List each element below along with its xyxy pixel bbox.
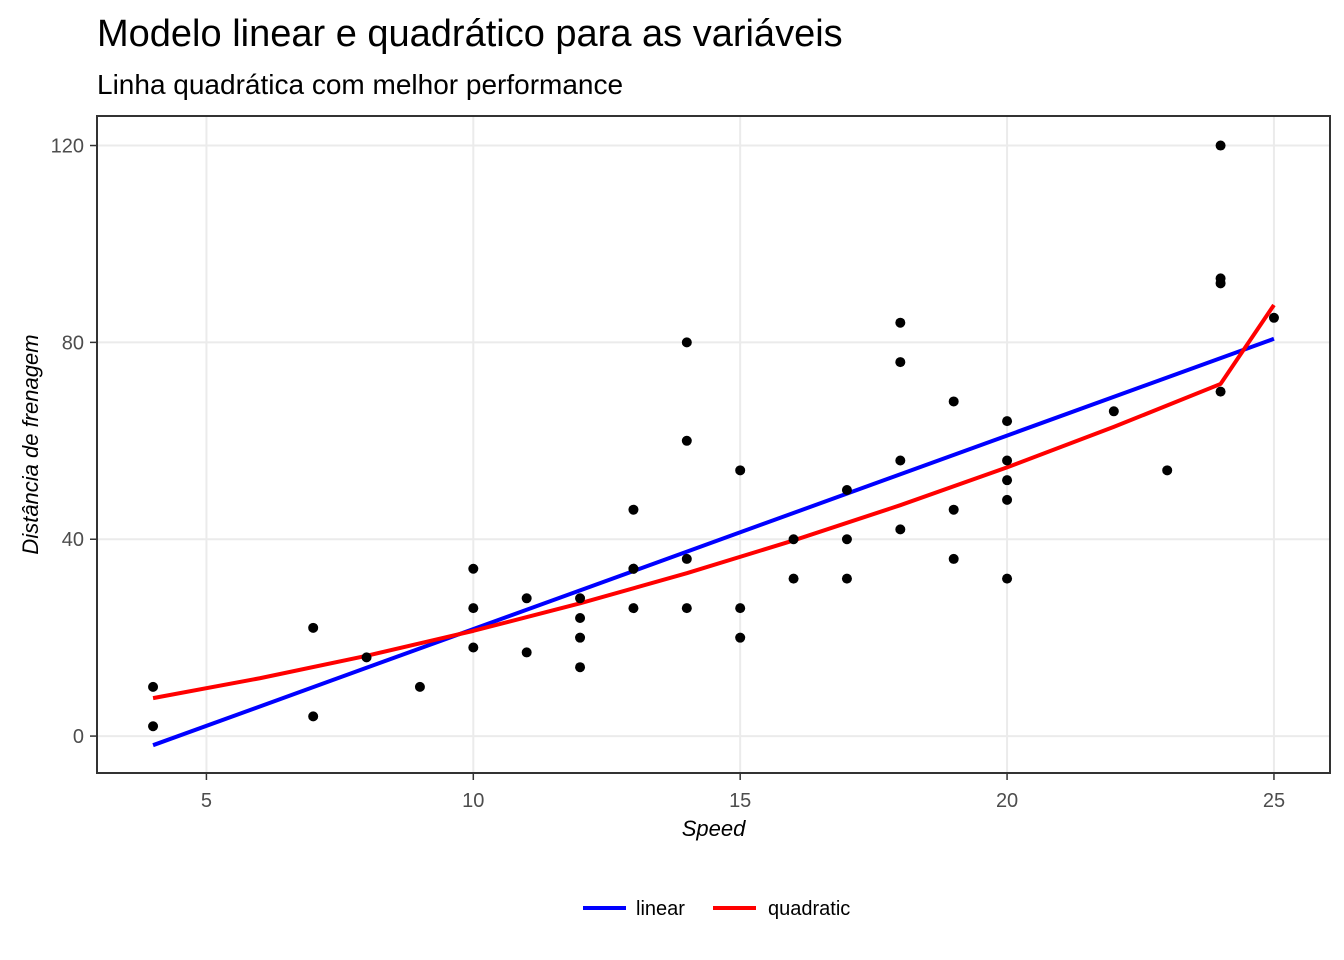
panel-border <box>96 115 1331 774</box>
data-point <box>575 593 586 604</box>
chart-title: Modelo linear e quadrático para as variá… <box>97 13 843 55</box>
plot-panel <box>96 115 1331 774</box>
data-point <box>361 652 372 663</box>
x-tick-label: 20 <box>996 790 1018 812</box>
data-point <box>681 553 692 564</box>
data-point <box>1215 386 1226 397</box>
x-tick-label: 5 <box>201 790 212 812</box>
data-point <box>948 396 959 407</box>
data-point <box>468 642 479 653</box>
data-point <box>1002 416 1013 427</box>
data-point <box>308 622 319 633</box>
data-point <box>1002 455 1013 466</box>
x-tick-label: 10 <box>462 790 484 812</box>
data-point <box>628 563 639 574</box>
data-point <box>1002 573 1013 584</box>
data-point <box>788 573 799 584</box>
data-point <box>148 681 159 692</box>
data-point <box>841 485 852 496</box>
y-tick-label: 0 <box>73 726 84 748</box>
data-point <box>735 465 746 476</box>
x-tick-label: 25 <box>1263 790 1285 812</box>
data-point <box>628 603 639 614</box>
data-point <box>895 317 906 328</box>
data-point <box>628 504 639 515</box>
x-axis-label: Speed <box>682 816 746 841</box>
data-point <box>1268 312 1279 323</box>
series-line-linear <box>152 336 1275 748</box>
series-line-quadratic <box>152 303 1276 701</box>
data-point <box>1215 273 1226 284</box>
data-point <box>1215 140 1226 151</box>
chart-subtitle: Linha quadrática com melhor performance <box>97 69 623 100</box>
data-point <box>575 612 586 623</box>
data-point <box>895 455 906 466</box>
data-point <box>681 435 692 446</box>
data-point <box>575 662 586 673</box>
y-axis-label: Distância de frenagem <box>18 334 43 554</box>
legend-label-linear: linear <box>636 898 685 920</box>
data-point <box>575 632 586 643</box>
data-point <box>895 524 906 535</box>
data-point <box>521 593 532 604</box>
data-point <box>681 337 692 348</box>
data-point <box>308 711 319 722</box>
legend: linear quadratic <box>583 898 850 920</box>
data-point <box>414 681 425 692</box>
data-point <box>1002 475 1013 486</box>
data-point <box>735 632 746 643</box>
data-point <box>788 534 799 545</box>
data-point <box>841 573 852 584</box>
data-point <box>468 563 479 574</box>
data-point <box>1108 406 1119 417</box>
y-tick-label: 120 <box>51 136 84 158</box>
grid-layer <box>97 116 1330 773</box>
data-point <box>468 603 479 614</box>
data-point <box>1162 465 1173 476</box>
data-point <box>148 721 159 732</box>
data-point <box>1002 494 1013 505</box>
axes-layer: 5 10 15 20 25 0 40 80 120 <box>51 136 1285 812</box>
legend-label-quadratic: quadratic <box>768 898 850 920</box>
data-point <box>521 647 532 658</box>
y-tick-label: 40 <box>62 529 84 551</box>
y-tick-label: 80 <box>62 332 84 354</box>
data-point <box>841 534 852 545</box>
points-layer <box>148 140 1279 732</box>
data-point <box>948 504 959 515</box>
x-tick-label: 15 <box>729 790 751 812</box>
data-point <box>948 553 959 564</box>
data-point <box>681 603 692 614</box>
series-layer <box>152 303 1276 748</box>
data-point <box>895 357 906 368</box>
data-point <box>735 603 746 614</box>
